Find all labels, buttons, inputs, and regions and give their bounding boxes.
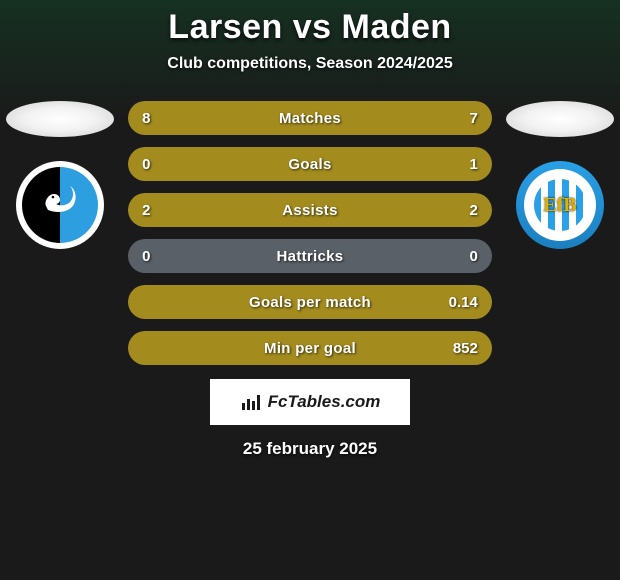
stat-bar: Min per goal 852	[128, 331, 492, 365]
stat-value-left: 0	[142, 156, 150, 173]
stat-bars: 8 Matches 7 0 Goals 1 2 Assists 2 0 Hattricks 0 Goal…	[128, 101, 492, 365]
right-club-monogram: EfB	[543, 194, 576, 217]
right-club-badge-inner: EfB	[524, 169, 596, 241]
stat-label: Min per goal	[264, 340, 356, 357]
right-club-badge: EfB	[516, 161, 604, 249]
swan-icon	[40, 182, 80, 216]
stat-value-right: 852	[453, 340, 478, 357]
left-club-badge	[16, 161, 104, 249]
stat-value-right: 0	[470, 248, 478, 265]
left-club-badge-inner	[22, 167, 98, 243]
footer-brand-text: FcTables.com	[268, 392, 381, 412]
stat-value-right: 7	[470, 110, 478, 127]
right-player-silhouette	[506, 101, 614, 137]
stat-bar: Goals per match 0.14	[128, 285, 492, 319]
comparison-infographic: Larsen vs Maden Club competitions, Seaso…	[0, 0, 620, 580]
stat-bar: 0 Hattricks 0	[128, 239, 492, 273]
stat-value-right: 0.14	[449, 294, 478, 311]
stat-label: Hattricks	[277, 248, 344, 265]
stat-value-left: 0	[142, 248, 150, 265]
stat-bar: 2 Assists 2	[128, 193, 492, 227]
bar-fill-left	[128, 101, 193, 135]
bar-fill-right	[194, 101, 492, 135]
left-side	[6, 101, 114, 249]
stat-bar: 8 Matches 7	[128, 101, 492, 135]
stat-value-left: 8	[142, 110, 150, 127]
stat-label: Assists	[282, 202, 337, 219]
chart-icon	[240, 392, 262, 412]
stat-label: Goals	[288, 156, 331, 173]
stat-value-right: 2	[470, 202, 478, 219]
title: Larsen vs Maden	[0, 8, 620, 47]
stat-value-left: 2	[142, 202, 150, 219]
left-player-silhouette	[6, 101, 114, 137]
right-side: EfB	[506, 101, 614, 249]
stat-bar: 0 Goals 1	[128, 147, 492, 181]
stat-label: Goals per match	[249, 294, 371, 311]
footer-brand-box: FcTables.com	[210, 379, 410, 425]
main-row: 8 Matches 7 0 Goals 1 2 Assists 2 0 Hattricks 0 Goal…	[0, 101, 620, 365]
date-text: 25 february 2025	[0, 439, 620, 459]
stat-value-right: 1	[470, 156, 478, 173]
subtitle: Club competitions, Season 2024/2025	[0, 55, 620, 73]
stat-label: Matches	[279, 110, 341, 127]
